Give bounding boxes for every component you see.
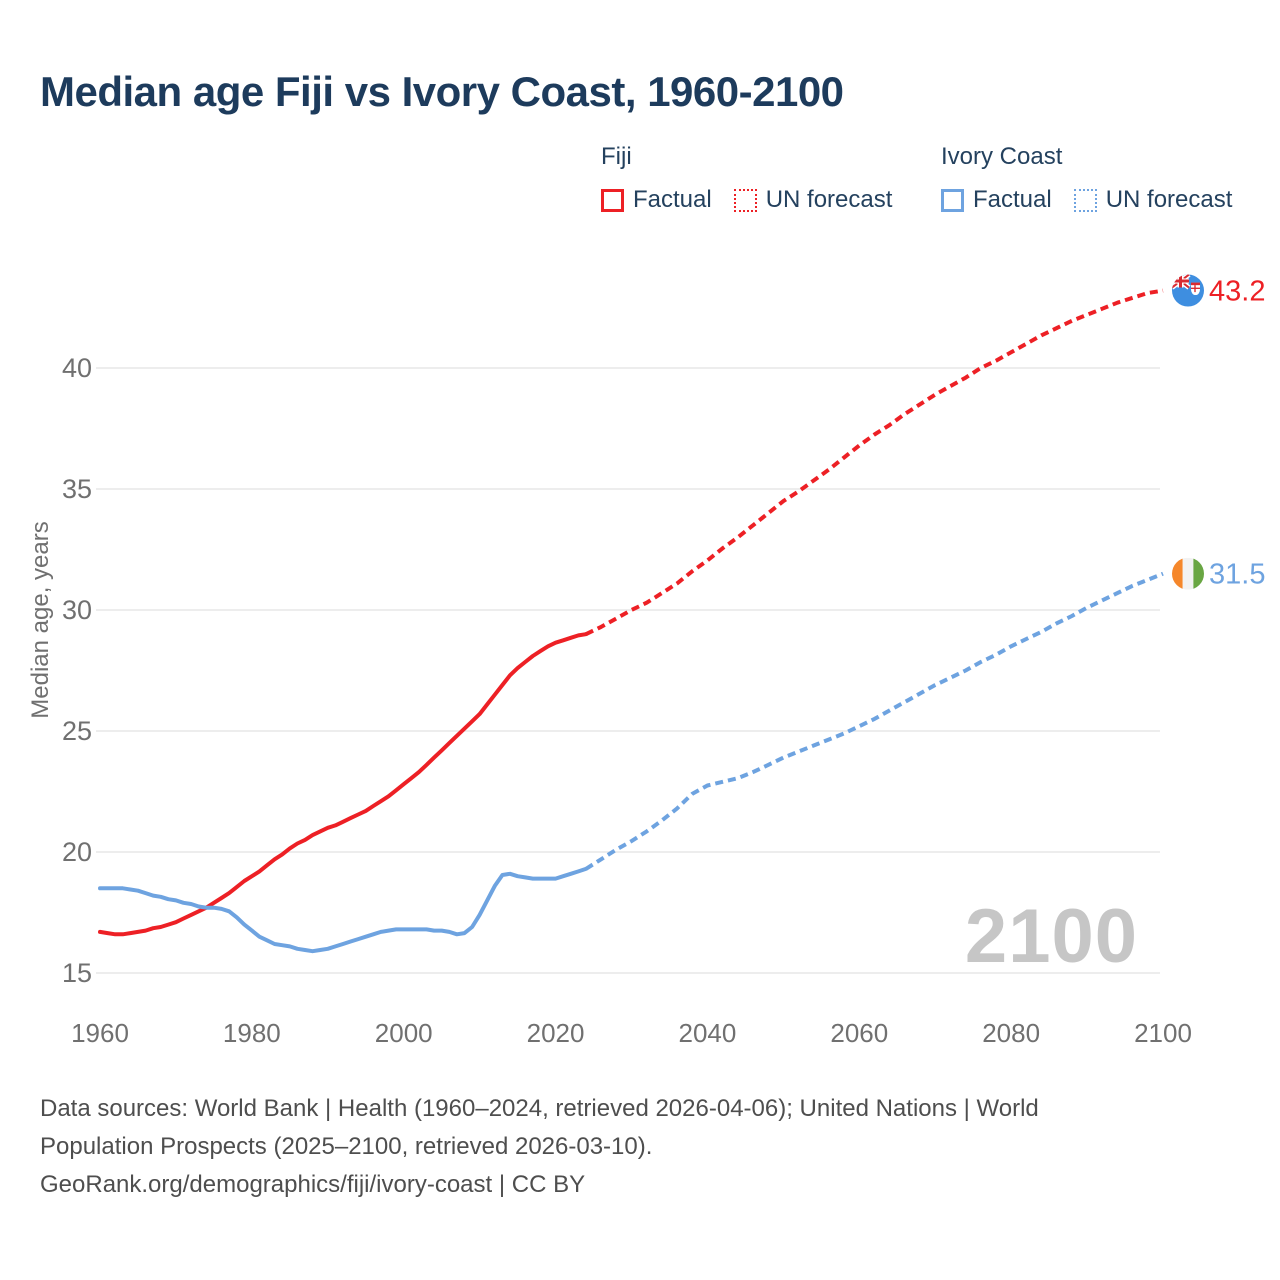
ivory-coast-factual-line	[98, 866, 588, 954]
x-tick-label-2040: 2040	[679, 1018, 737, 1048]
footer-line-2: Population Prospects (2025–2100, retriev…	[40, 1133, 653, 1160]
y-tick-label-20: 20	[62, 837, 92, 867]
legend-group-fiji: Fiji Factual UN forecast	[601, 143, 892, 214]
legend-group-ivory-coast: Ivory Coast Factual UN forecast	[941, 143, 1232, 214]
y-tick-label-30: 30	[62, 595, 92, 625]
footer-line-1: Data sources: World Bank | Health (1960–…	[40, 1095, 1039, 1122]
fiji-factual-swatch-icon	[601, 188, 624, 212]
fiji-un-forecast-line	[585, 288, 1164, 637]
ivory-coast-flag-icon	[1172, 557, 1204, 590]
footer-line-3: GeoRank.org/demographics/fiji/ivory-coas…	[40, 1171, 586, 1198]
data-sources-footer: Data sources: World Bank | Health (1960–…	[40, 1090, 1180, 1204]
x-tick-label-2080: 2080	[982, 1018, 1040, 1048]
y-tick-label-25: 25	[62, 716, 92, 746]
legend-row-ivory-coast: Factual UN forecast	[941, 186, 1232, 214]
y-tick-label-40: 40	[62, 353, 92, 383]
legend-item-ivory-forecast[interactable]: UN forecast	[1073, 186, 1233, 214]
legend-item-fiji-forecast[interactable]: UN forecast	[733, 186, 893, 214]
legend-item-fiji-factual[interactable]: Factual	[601, 186, 712, 214]
ivory-forecast-swatch-icon	[1073, 188, 1097, 212]
legend-item-ivory-factual[interactable]: Factual	[941, 186, 1052, 214]
x-tick-label-1960: 1960	[71, 1018, 129, 1048]
x-tick-label-1980: 1980	[223, 1018, 281, 1048]
fiji-flag-icon	[1172, 274, 1204, 307]
legend-row-fiji: Factual UN forecast	[601, 186, 892, 214]
x-tick-label-2060: 2060	[830, 1018, 888, 1048]
ivory-factual-swatch-icon	[941, 188, 964, 212]
x-tick-label-2100: 2100	[1134, 1018, 1192, 1048]
x-tick-label-2000: 2000	[375, 1018, 433, 1048]
legend-item-label: UN forecast	[765, 186, 893, 213]
legend-item-label: UN forecast	[1105, 186, 1233, 213]
legend-group-title-fiji: Fiji	[601, 143, 632, 170]
legend-item-label: Factual	[973, 186, 1052, 213]
fiji-forecast-swatch-icon	[733, 188, 757, 212]
fiji-end-value: 43.2	[1209, 276, 1265, 308]
ivory-coast-end-value: 31.5	[1209, 559, 1265, 591]
year-watermark: 2100	[965, 894, 1138, 979]
chart-legend: Fiji Factual UN forecast Ivory Coast Fac…	[0, 143, 1280, 223]
y-tick-label-35: 35	[62, 474, 92, 504]
legend-item-label: Factual	[633, 186, 712, 213]
fiji-factual-line	[98, 632, 588, 937]
legend-group-title-ivory-coast: Ivory Coast	[941, 143, 1063, 170]
x-tick-label-2020: 2020	[527, 1018, 585, 1048]
ivory-coast-un-forecast-line	[584, 571, 1164, 871]
page-title: Median age Fiji vs Ivory Coast, 1960-210…	[40, 68, 844, 115]
y-tick-label-15: 15	[62, 958, 92, 988]
y-axis-title: Median age, years	[27, 521, 54, 718]
